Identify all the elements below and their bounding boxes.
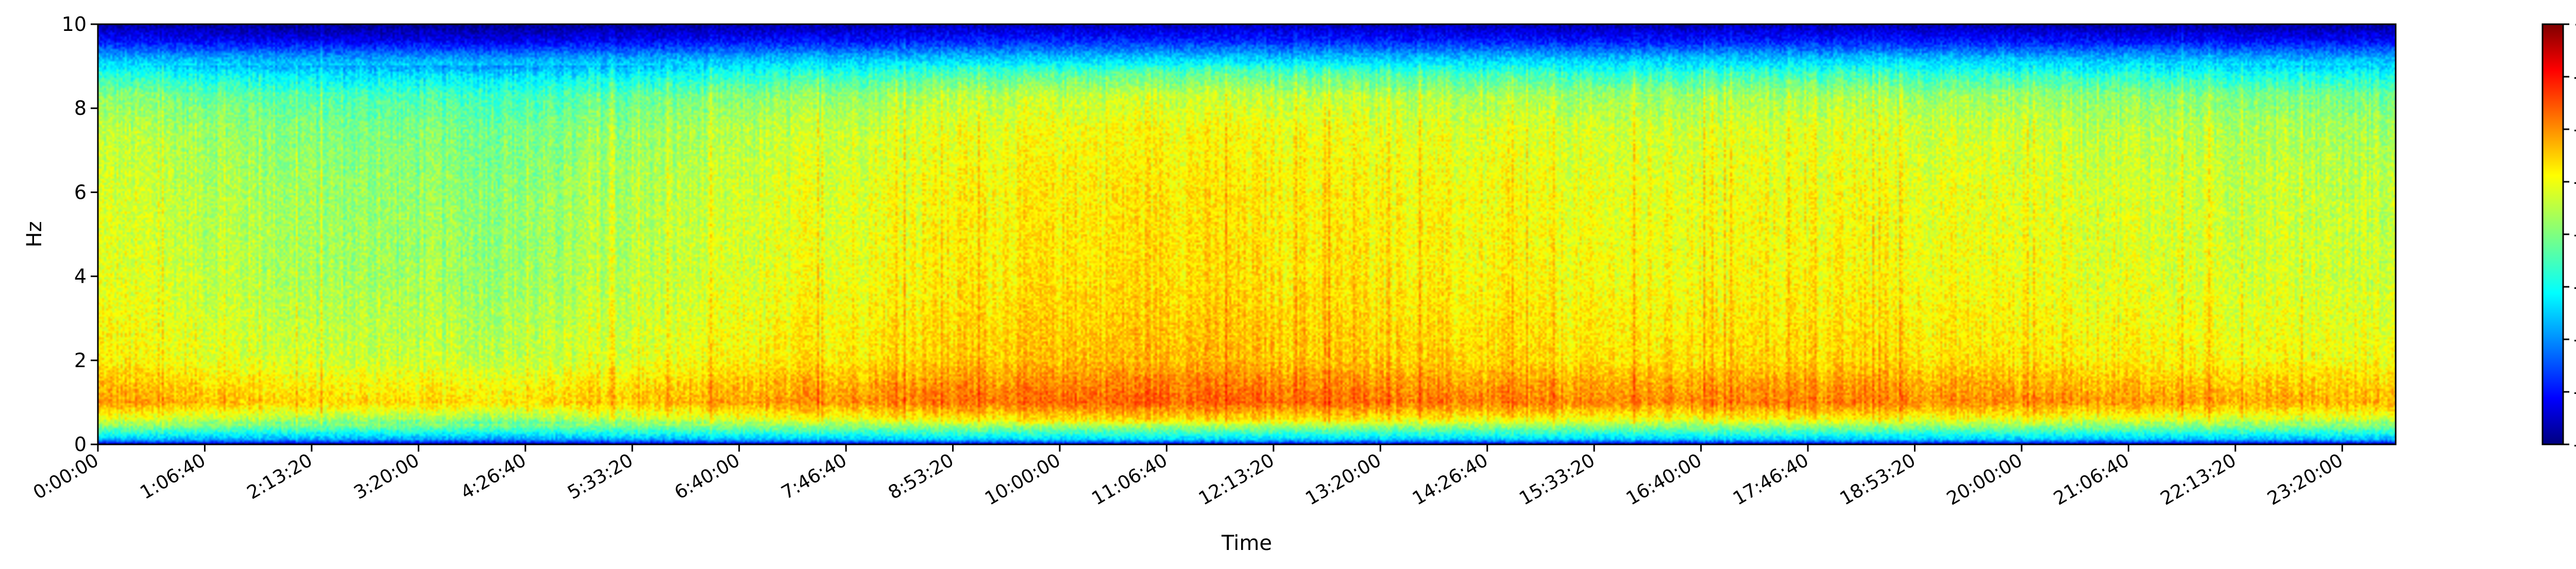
x-tick-label: 7:46:40 bbox=[778, 450, 851, 504]
colorbar-tick-label: -20 dB bbox=[2573, 118, 2576, 141]
colorbar-tick-label: -10 dB bbox=[2573, 65, 2576, 88]
colorbar-tick-label: -60 dB bbox=[2573, 328, 2576, 351]
colorbar-tick-label: -40 dB bbox=[2573, 223, 2576, 246]
plot-frame bbox=[97, 23, 2397, 445]
x-tick-label: 18:53:20 bbox=[1836, 450, 1919, 509]
plot-area bbox=[97, 23, 2397, 445]
y-axis-label: Hz bbox=[23, 221, 46, 247]
x-tick-label: 1:06:40 bbox=[137, 450, 209, 504]
x-tick-label: 10:00:00 bbox=[981, 450, 1064, 509]
x-tick-label: 6:40:00 bbox=[671, 450, 743, 504]
y-tick-label: 4 bbox=[74, 265, 87, 288]
x-axis: 0:00:00 1:06:40 2:13:20 3:20:00 4:26:40 5:33:… bbox=[30, 444, 2347, 510]
x-axis-label: Time bbox=[1221, 531, 1272, 555]
x-tick-label: 11:06:40 bbox=[1088, 450, 1171, 509]
y-tick-label: 10 bbox=[62, 13, 87, 36]
x-tick-label: 12:13:20 bbox=[1195, 450, 1278, 509]
y-axis: 0 2 4 6 8 10 bbox=[62, 13, 98, 456]
colorbar-gradient bbox=[2541, 23, 2564, 445]
colorbar-tick-label: +0 dB bbox=[2573, 13, 2576, 36]
x-tick-label: 2:13:20 bbox=[244, 450, 316, 504]
x-tick-label: 15:33:20 bbox=[1516, 450, 1599, 509]
x-tick-label: 20:00:00 bbox=[1943, 450, 2026, 509]
colorbar: +0 dB -10 dB -20 dB -30 dB -40 dB -50 dB -60 d… bbox=[2541, 13, 2576, 456]
x-tick-label: 3:20:00 bbox=[350, 450, 423, 504]
y-tick-label: 8 bbox=[74, 97, 87, 119]
colorbar-ticks: +0 dB -10 dB -20 dB -30 dB -40 dB -50 dB -60 d… bbox=[2563, 13, 2576, 456]
x-tick-label: 23:20:00 bbox=[2264, 450, 2347, 509]
x-tick-label: 14:26:40 bbox=[1409, 450, 1492, 509]
x-tick-label: 8:53:20 bbox=[885, 450, 957, 504]
x-tick-label: 22:13:20 bbox=[2157, 450, 2240, 509]
colorbar-tick-label: -30 dB bbox=[2573, 170, 2576, 193]
x-tick-label: 13:20:00 bbox=[1302, 450, 1385, 509]
y-tick-label: 0 bbox=[74, 433, 87, 456]
y-tick-label: 2 bbox=[74, 349, 87, 372]
spectrogram-heatmap bbox=[98, 24, 2396, 444]
x-tick-label: 5:33:20 bbox=[564, 450, 637, 504]
y-tick-label: 6 bbox=[74, 181, 87, 203]
x-tick-label: 21:06:40 bbox=[2050, 450, 2133, 509]
colorbar-tick-label: -50 dB bbox=[2573, 275, 2576, 298]
colorbar-tick-label: -80 dB bbox=[2573, 433, 2576, 456]
x-tick-label: 4:26:40 bbox=[457, 450, 530, 504]
colorbar-tick-label: -70 dB bbox=[2573, 381, 2576, 403]
x-tick-label: 17:46:40 bbox=[1730, 450, 1812, 509]
x-tick-label: 0:00:00 bbox=[30, 450, 103, 504]
x-tick-label: 16:40:00 bbox=[1623, 450, 1706, 509]
